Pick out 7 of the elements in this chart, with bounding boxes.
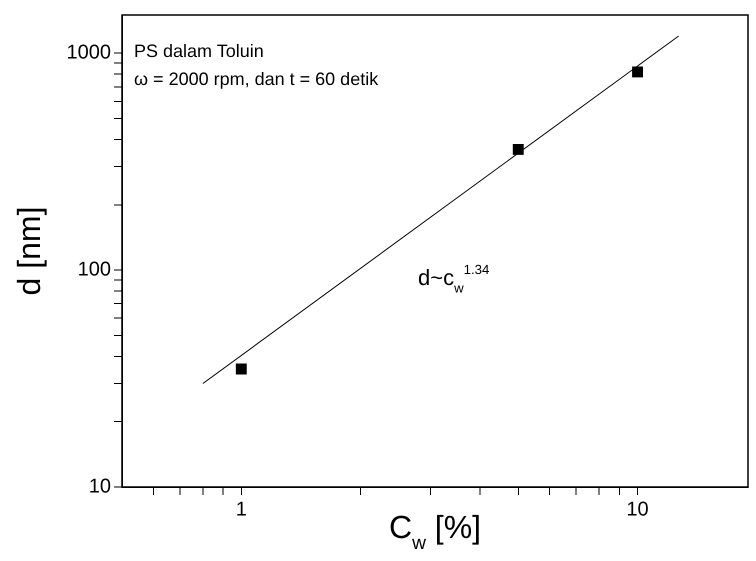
y-tick-label: 1000 (66, 42, 111, 64)
annotation: ω = 2000 rpm, dan t = 60 detik (134, 69, 380, 89)
y-tick-label: 100 (78, 258, 111, 281)
x-tick-label: 1 (236, 498, 247, 521)
y-tick-label: 10 (88, 476, 111, 498)
y-axis-title: d [nm] (11, 206, 47, 296)
annotation: PS dalam Toluin (134, 41, 264, 61)
